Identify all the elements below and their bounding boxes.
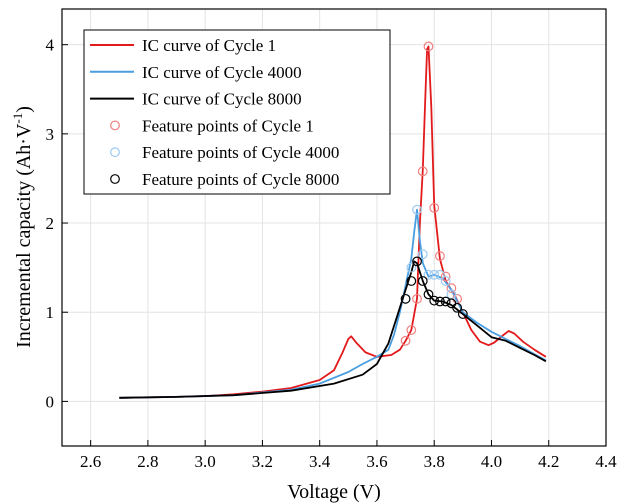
feature-point-5 (412, 256, 422, 267)
legend-box (83, 29, 391, 195)
feature-point-5 (400, 293, 411, 304)
axis-ticks: 2.6 2.8 3.0 3.2 3.4 3.6 3.8 4.0 4.2 4.4 0 1 2 3 4 (46, 36, 618, 471)
legend-label-1: IC curve of Cycle 4000 (142, 63, 302, 82)
feature-point-3 (440, 271, 451, 282)
y-axis-title-end: ) (13, 106, 35, 113)
y-tick-label: 1 (46, 303, 55, 322)
feature-point-5 (452, 302, 463, 313)
y-axis-title-sup: -1 (10, 113, 25, 124)
feature-point-3 (417, 166, 428, 177)
legend-label-5: Feature points of Cycle 8000 (142, 170, 339, 189)
x-tick-label: 4.0 (481, 452, 502, 471)
legend-label-4: Feature points of Cycle 4000 (142, 143, 339, 162)
feature-point-4 (412, 204, 422, 215)
feature-point-5 (457, 309, 468, 319)
feature-point-3 (435, 251, 445, 261)
legend-label-2: IC curve of Cycle 8000 (142, 90, 302, 109)
feature-point-4 (406, 262, 417, 273)
x-tick-label: 3.4 (309, 452, 331, 471)
x-tick-label: 3.6 (366, 452, 387, 471)
feature-point-4 (435, 269, 445, 280)
series-line-2 (119, 260, 547, 399)
y-tick-label: 4 (46, 36, 55, 55)
x-tick-label: 2.6 (80, 452, 101, 471)
x-tick-label: 4.4 (595, 452, 617, 471)
legend: IC curve of Cycle 1 IC curve of Cycle 400… (83, 29, 391, 195)
x-tick-label: 3.2 (252, 452, 273, 471)
feature-point-5 (406, 276, 417, 286)
feature-point-3 (406, 325, 417, 335)
x-tick-label: 4.2 (538, 452, 559, 471)
y-tick-label: 3 (46, 125, 55, 144)
feature-point-3 (412, 293, 422, 304)
feature-point-3 (446, 283, 457, 294)
legend-marker-3 (110, 120, 120, 131)
feature-point-4 (440, 276, 451, 286)
feature-point-5 (435, 296, 445, 307)
y-axis-title-main: Incremental capacity (Ah·V (13, 123, 35, 348)
legend-label-3: Feature points of Cycle 1 (142, 116, 314, 135)
x-tick-label: 3.8 (424, 452, 445, 471)
feature-point-5 (429, 295, 440, 306)
legend-marker-4 (110, 147, 120, 158)
x-axis-title: Voltage (V) (287, 481, 381, 503)
feature-point-5 (417, 276, 428, 286)
feature-point-5 (440, 296, 451, 307)
series-line-0 (119, 45, 547, 399)
feature-point-4 (423, 269, 434, 280)
legend-label-0: IC curve of Cycle 1 (142, 36, 276, 55)
feature-point-5 (423, 289, 434, 300)
x-tick-label: 2.8 (137, 452, 158, 471)
series-layer (119, 41, 547, 399)
y-tick-label: 2 (46, 214, 55, 233)
series-line-1 (119, 208, 547, 399)
y-axis-title: Incremental capacity (Ah·V-1) (10, 106, 35, 348)
feature-point-3 (429, 202, 440, 213)
feature-point-4 (429, 269, 440, 280)
feature-point-3 (423, 41, 434, 52)
x-tick-label: 3.0 (195, 452, 216, 471)
feature-point-4 (417, 249, 428, 260)
plot-frame (61, 8, 607, 447)
legend-marker-5 (110, 174, 120, 184)
y-tick-label: 0 (46, 392, 55, 411)
feature-point-3 (400, 335, 411, 346)
